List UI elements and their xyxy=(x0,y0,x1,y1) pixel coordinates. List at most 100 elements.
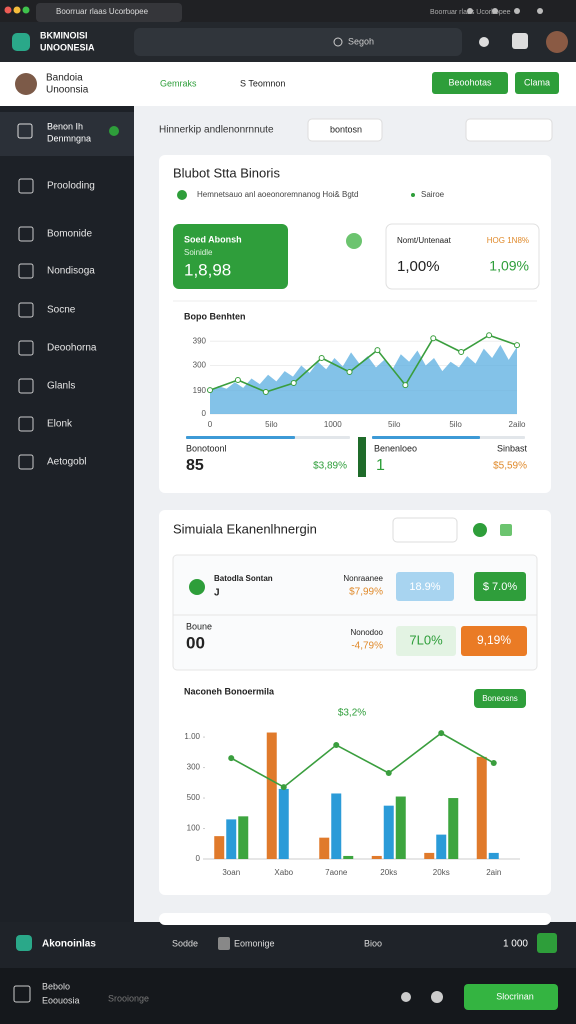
nav-label: Benon Ih xyxy=(47,121,83,131)
nav-item[interactable]: Glanls xyxy=(47,381,75,392)
chip-label: $ 7.0% xyxy=(483,581,517,593)
button[interactable] xyxy=(432,72,508,94)
search-icon xyxy=(401,992,411,1002)
button[interactable] xyxy=(474,689,526,708)
chip xyxy=(396,572,454,601)
progress xyxy=(372,436,480,439)
line-point xyxy=(290,380,297,387)
button[interactable] xyxy=(515,72,559,94)
footer-item: 1 000 xyxy=(503,939,528,950)
bar xyxy=(226,819,237,859)
tile-label: Soed Abonsh xyxy=(184,234,242,244)
stat-tile xyxy=(385,223,540,290)
metric: -4,79% xyxy=(351,641,383,652)
card-subtitle: Hemnetsauo anl aoeonoremnanog Hoi& Bgtd xyxy=(197,190,358,199)
stat-value: 85 xyxy=(186,457,204,474)
line-point xyxy=(262,388,269,395)
line-point xyxy=(486,332,493,339)
toolbar-title: Hinnerkip andlenonrnnute xyxy=(159,125,274,136)
tab[interactable] xyxy=(36,3,182,22)
line-point xyxy=(385,770,392,777)
y-tick-label: 500 xyxy=(187,793,201,802)
line-point xyxy=(458,349,465,356)
button-label: Boneosns xyxy=(482,694,518,703)
toolbar-button[interactable] xyxy=(307,118,383,142)
stat-bar xyxy=(358,437,366,477)
line-point xyxy=(438,730,445,737)
chip-label: 18.9% xyxy=(409,581,440,593)
x-tick-label: 7aone xyxy=(325,868,348,877)
star-icon xyxy=(479,37,489,47)
metric-label: Nonodoo xyxy=(351,628,384,637)
tile-check xyxy=(346,233,362,249)
nav-hint: Srooionge xyxy=(108,993,149,1003)
nav-item[interactable]: Aetogobl xyxy=(47,457,86,468)
nav-item[interactable]: Prooloding xyxy=(47,181,95,192)
nav-item[interactable]: Nondisoga xyxy=(47,266,95,277)
browser-icon xyxy=(514,8,520,14)
footer-item: Sodde xyxy=(172,938,198,948)
bar xyxy=(448,798,459,859)
x-tick-label: 5ilo xyxy=(449,420,462,429)
bar xyxy=(319,837,330,859)
menu-item[interactable]: Gemraks xyxy=(160,78,197,88)
button-label: Clama xyxy=(524,77,550,87)
nav-item[interactable]: Bomonide xyxy=(47,229,92,240)
line-point xyxy=(346,369,353,375)
icon xyxy=(500,524,512,536)
window-dot xyxy=(4,6,12,14)
stat-change: $3,89% xyxy=(313,461,347,472)
x-tick-label: 1000 xyxy=(324,420,342,429)
nav-label: Denmngna xyxy=(47,133,91,143)
nav-item[interactable]: Socne xyxy=(47,305,76,316)
nav-label: Eoouosia xyxy=(42,995,80,1005)
footer-icon xyxy=(218,937,230,950)
nav-item[interactable]: Deoohorna xyxy=(47,343,97,354)
home-icon xyxy=(431,991,443,1003)
line-point xyxy=(514,342,520,349)
nav-icon xyxy=(18,226,34,242)
chip xyxy=(461,626,527,656)
x-tick-label: 2ain xyxy=(486,868,501,877)
window-dot xyxy=(22,6,30,14)
footer-title: Akonoinlas xyxy=(42,939,96,950)
y-tick-label: 100 xyxy=(187,824,201,833)
line xyxy=(230,732,495,789)
x-tick-label: 3oan xyxy=(222,868,240,877)
row-label: Batodla Sontan xyxy=(214,574,273,583)
line-point xyxy=(234,377,241,384)
user-name: Bandoia xyxy=(46,73,83,84)
nav-check xyxy=(109,126,119,136)
x-tick-label: 5ilo xyxy=(388,420,401,429)
toolbar-button-label: bontosn xyxy=(330,124,362,134)
nav-icon xyxy=(18,302,34,318)
nav-item[interactable]: Elonk xyxy=(47,419,73,430)
bar xyxy=(266,732,277,859)
nav-icon xyxy=(18,340,34,356)
chart-title: Bopo Benhten xyxy=(184,311,246,321)
bar xyxy=(395,796,406,859)
brand: UNOONESIA xyxy=(40,42,95,52)
chip xyxy=(474,572,526,601)
y-tick-label: 300 xyxy=(193,361,207,370)
avatar xyxy=(15,73,37,95)
footer-button[interactable] xyxy=(537,933,557,953)
button[interactable] xyxy=(464,984,558,1010)
search-icon xyxy=(333,37,343,47)
search[interactable]: Segoh xyxy=(348,36,374,46)
x-tick-label: Xabo xyxy=(274,868,293,877)
y-tick-label: 390 xyxy=(193,336,207,345)
bar xyxy=(343,855,354,859)
stat-tile xyxy=(173,224,288,289)
menu-item[interactable]: S Teomnon xyxy=(240,78,285,88)
tile-value: 1,09% xyxy=(489,258,529,274)
nav-icon xyxy=(18,178,34,194)
bar xyxy=(424,852,435,859)
toolbar-icons xyxy=(465,118,553,142)
stat-label: Benenloeo xyxy=(374,443,417,453)
line-point xyxy=(333,742,340,749)
app-icon xyxy=(512,33,528,49)
row-value: J xyxy=(214,588,220,599)
